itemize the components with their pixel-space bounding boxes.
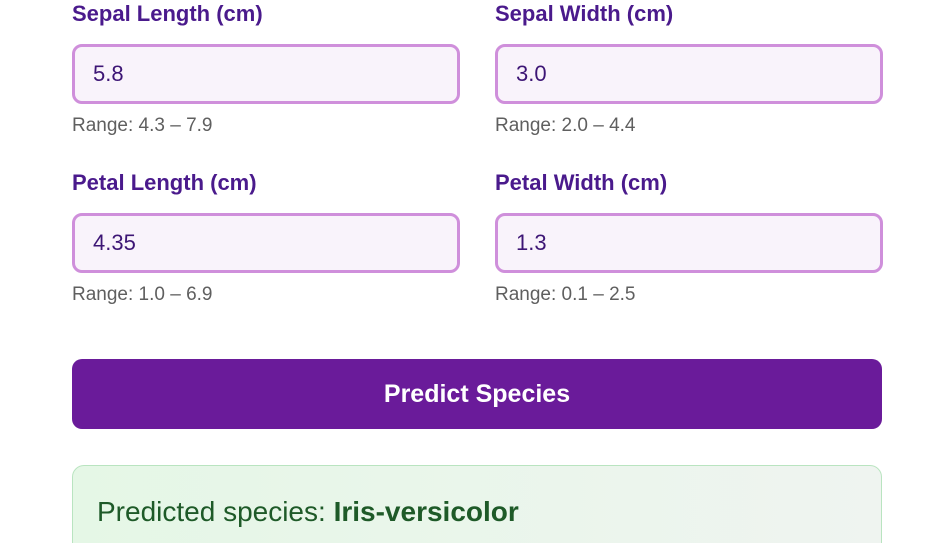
petal-length-label: Petal Length (cm) [72,170,257,195]
petal-width-input[interactable] [495,213,883,273]
sepal-length-label: Sepal Length (cm) [72,1,263,26]
prediction-result-text: Predicted species: Iris-versicolor [97,494,519,530]
predicted-species-value: Iris-versicolor [333,496,519,527]
sepal-length-input[interactable] [72,44,460,104]
petal-length-range-hint: Range: 1.0 – 6.9 [72,284,213,305]
prediction-result-box: Predicted species: Iris-versicolor [72,465,882,543]
sepal-width-range-hint: Range: 2.0 – 4.4 [495,115,636,136]
predict-species-button[interactable]: Predict Species [72,359,882,429]
petal-width-range-hint: Range: 0.1 – 2.5 [495,284,636,305]
petal-width-label: Petal Width (cm) [495,170,668,195]
prediction-result-prefix: Predicted species: [97,496,326,527]
sepal-width-label: Sepal Width (cm) [495,1,674,26]
sepal-length-range-hint: Range: 4.3 – 7.9 [72,115,213,136]
petal-length-input[interactable] [72,213,460,273]
sepal-width-input[interactable] [495,44,883,104]
